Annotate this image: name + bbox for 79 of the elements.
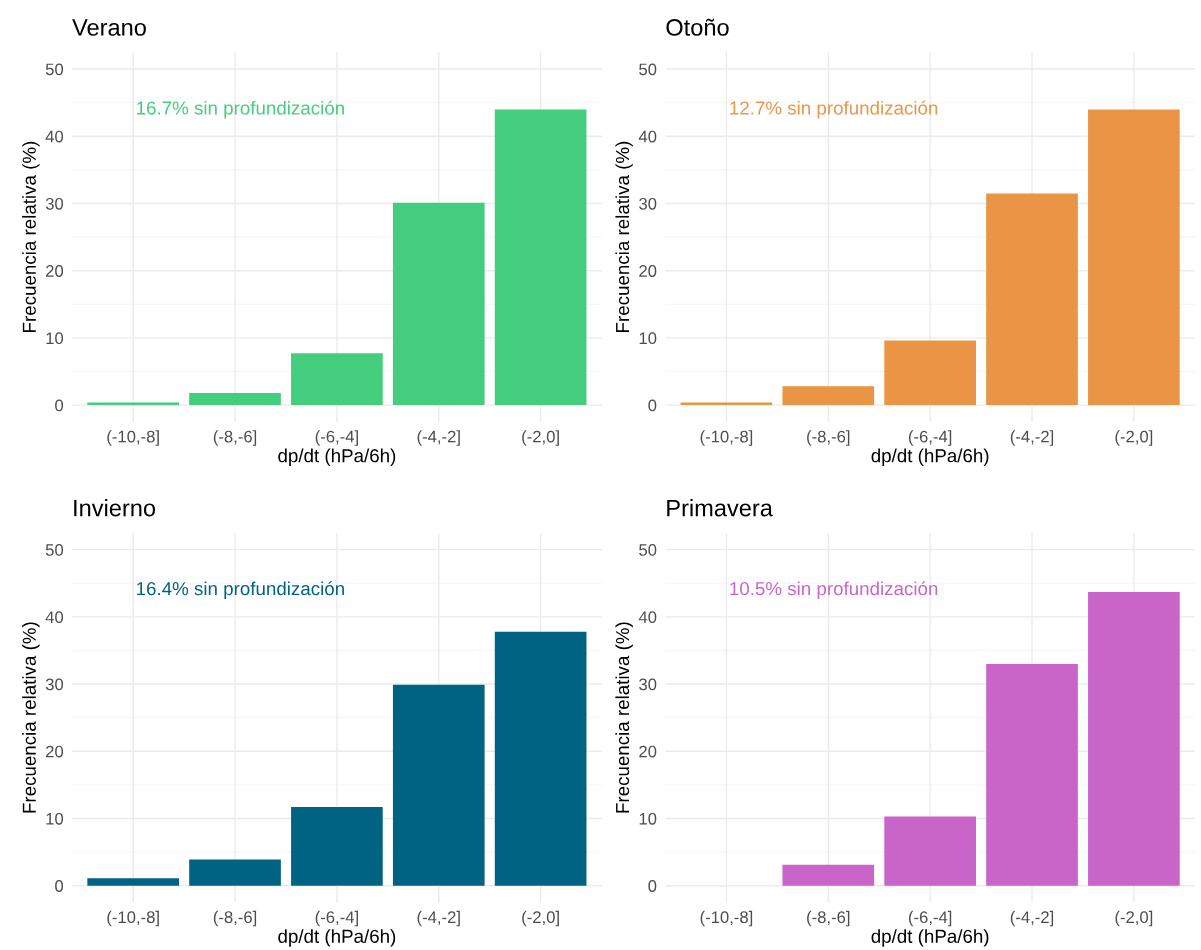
x-tick-label: (-2,0]	[1115, 910, 1153, 927]
x-tick-label: (-6,-4]	[315, 430, 358, 446]
x-tick-label: (-6,-4]	[315, 910, 358, 927]
y-axis-title: Frecuencia relativa (%)	[615, 622, 633, 813]
bar	[87, 402, 180, 406]
y-tick-label: 0	[648, 399, 657, 412]
y-axis-title: Frecuencia relativa (%)	[615, 141, 633, 332]
y-tick-label: 10	[639, 332, 657, 345]
y-tick-label: 10	[46, 332, 64, 345]
x-tick-label: (-2,0]	[522, 910, 559, 927]
x-tick-label: (-4,-2]	[417, 910, 460, 927]
x-tick-label: (-2,0]	[1115, 430, 1153, 446]
y-tick-label: 40	[45, 611, 64, 624]
annotation: 12.7% sin profundización	[730, 100, 938, 119]
bar	[782, 864, 875, 886]
x-axis-title: dp/dt (hPa/6h)	[278, 448, 396, 467]
y-tick-label: 10	[46, 812, 64, 825]
annotation: 10.5% sin profundización	[730, 581, 938, 599]
bar	[392, 202, 485, 406]
x-tick-label: (-10,-8]	[700, 430, 753, 446]
y-tick-label: 40	[638, 611, 657, 624]
y-axis-title: Frecuencia relativa (%)	[22, 622, 40, 813]
x-tick-label: (-8,-6]	[213, 910, 257, 927]
y-tick-label: 30	[639, 197, 657, 210]
y-tick-label: 50	[639, 63, 657, 76]
chart-title: Primavera	[667, 499, 773, 517]
annotation: 16.4% sin profundización	[137, 581, 344, 599]
y-tick-label: 30	[45, 197, 64, 210]
x-tick-label: (-4,-2]	[1010, 910, 1054, 927]
bar	[1088, 591, 1180, 886]
bar	[1088, 109, 1180, 406]
x-tick-label: (-6,-4]	[908, 910, 952, 927]
bar	[291, 807, 383, 886]
x-tick-label: (-4,-2]	[417, 430, 460, 446]
x-axis-title: dp/dt (hPa/6h)	[871, 929, 989, 947]
x-tick-label: (-6,-4]	[908, 430, 952, 446]
y-tick-label: 50	[45, 544, 64, 556]
bar	[87, 878, 180, 886]
bar	[494, 109, 587, 406]
bar	[392, 684, 485, 886]
y-tick-label: 0	[55, 399, 64, 412]
y-tick-label: 40	[45, 130, 64, 143]
x-tick-label: (-8,-6]	[807, 910, 850, 927]
y-axis-title: Frecuencia relativa (%)	[22, 141, 40, 332]
x-tick-label: (-2,0]	[522, 430, 559, 446]
x-tick-label: (-10,-8]	[700, 910, 753, 927]
y-tick-label: 20	[46, 745, 64, 758]
chart-title: Verano	[72, 19, 146, 36]
chart-title: Otoño	[666, 18, 729, 36]
y-tick-label: 30	[639, 678, 657, 691]
y-tick-label: 40	[638, 130, 657, 143]
bar	[884, 340, 976, 406]
bar	[782, 386, 875, 406]
annotation: 16.7% sin profundización	[137, 100, 344, 119]
y-tick-label: 10	[639, 812, 657, 825]
bar	[986, 193, 1078, 406]
x-axis-title: dp/dt (hPa/6h)	[871, 448, 989, 467]
x-axis-title: dp/dt (hPa/6h)	[278, 929, 396, 947]
y-tick-label: 20	[639, 265, 657, 277]
bar	[291, 353, 383, 406]
y-tick-label: 20	[639, 745, 657, 758]
y-tick-label: 30	[45, 678, 64, 691]
y-tick-label: 20	[46, 265, 64, 277]
bar	[189, 859, 281, 886]
bar	[680, 402, 773, 406]
x-tick-label: (-10,-8]	[107, 430, 159, 446]
x-tick-label: (-8,-6]	[213, 430, 257, 446]
x-tick-label: (-4,-2]	[1010, 430, 1054, 446]
x-tick-label: (-10,-8]	[107, 910, 159, 927]
y-tick-label: 50	[639, 544, 657, 556]
bar	[884, 816, 976, 886]
y-tick-label: 50	[45, 63, 64, 76]
x-tick-label: (-8,-6]	[807, 430, 850, 446]
chart-title: Invierno	[74, 499, 156, 517]
bar	[189, 393, 281, 406]
bar	[986, 663, 1078, 886]
y-tick-label: 0	[55, 880, 64, 892]
bar	[494, 631, 587, 886]
y-tick-label: 0	[648, 880, 657, 892]
